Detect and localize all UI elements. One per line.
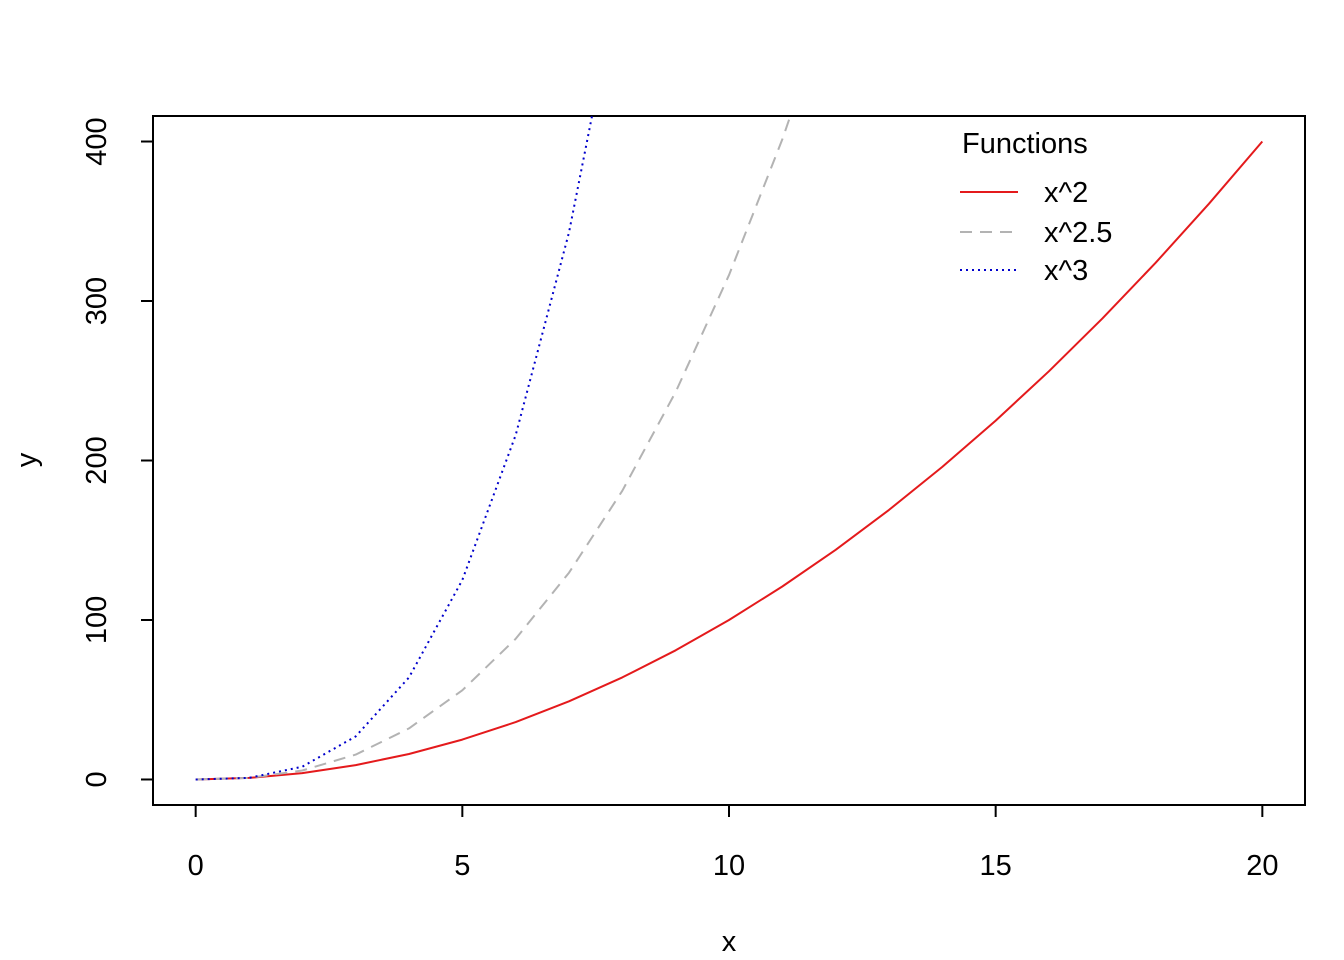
legend-title: Functions — [962, 128, 1088, 160]
legend-label-1: x^2 — [1044, 177, 1088, 209]
legend-label-3: x^3 — [1044, 255, 1088, 287]
plot-frame — [152, 115, 1306, 806]
x-tick-label: 15 — [980, 850, 1012, 882]
x-tick-label: 5 — [454, 850, 470, 882]
x-axis: 0 5 10 15 20 — [188, 805, 1278, 882]
y-tick-label: 100 — [81, 596, 113, 644]
legend: Functions x^2 x^2.5 x^3 — [960, 128, 1112, 287]
y-tick-label: 0 — [81, 771, 113, 787]
y-tick-label: 200 — [81, 436, 113, 484]
series-line-2 — [195, 116, 792, 781]
x-tick-label: 20 — [1246, 850, 1278, 882]
y-tick-label: 300 — [81, 277, 113, 325]
y-axis-label: y — [11, 452, 43, 467]
series-layer — [195, 116, 1264, 781]
y-tick-label: 400 — [81, 117, 113, 165]
x-axis-label: x — [722, 926, 737, 958]
x-tick-label: 10 — [713, 850, 745, 882]
series-line-1 — [195, 140, 1264, 781]
legend-label-2: x^2.5 — [1044, 217, 1112, 249]
x-tick-label: 0 — [188, 850, 204, 882]
y-axis: 0 100 200 300 400 — [81, 117, 153, 788]
